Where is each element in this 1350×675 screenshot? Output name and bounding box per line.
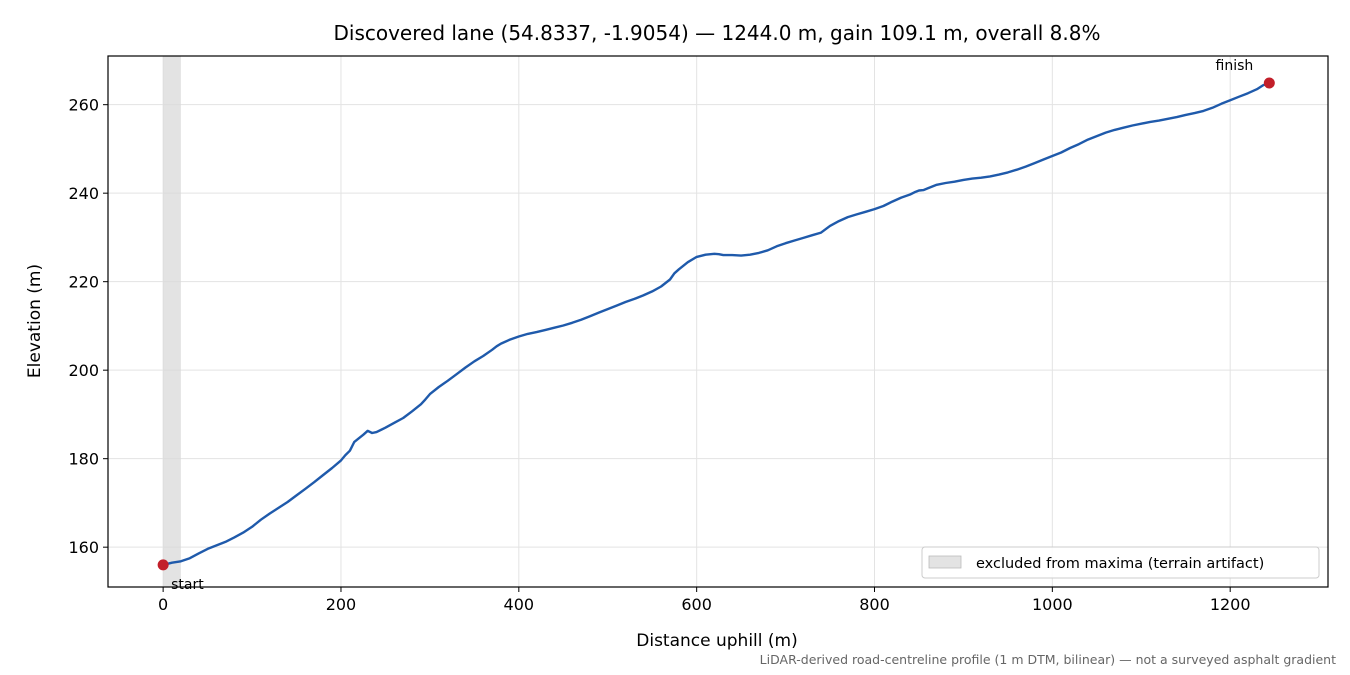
x-tick-label: 1000 [1032,595,1073,614]
marker-layer: start finish [157,58,1275,593]
y-tick-label: 220 [68,273,99,292]
annotation-finish: finish [1216,58,1254,74]
y-tick-label: 240 [68,184,99,203]
excluded-band [163,56,181,587]
plot-frame [107,55,1329,588]
elevation-series-line [161,81,1271,567]
y-tick-label: 160 [68,538,99,557]
x-axis-ticks: 0 200 400 600 800 1000 1200 [158,587,1251,614]
legend: excluded from maxima (terrain artifact) [921,546,1320,579]
x-tick-label: 200 [326,595,357,614]
marker-start [157,559,169,571]
x-axis-label: Distance uphill (m) [636,631,797,651]
grid [108,56,1328,587]
footer-note: LiDAR-derived road-centreline profile (1… [760,652,1336,667]
x-tick-label: 800 [859,595,890,614]
x-tick-label: 600 [681,595,712,614]
annotation-start: start [171,577,204,593]
y-tick-label: 200 [68,361,99,380]
legend-swatch [928,555,962,569]
x-tick-label: 1200 [1210,595,1251,614]
legend-frame [921,546,1320,579]
y-tick-label: 180 [68,450,99,469]
y-axis-ticks: 160 180 200 220 240 260 [68,96,108,557]
excluded-band-layer [163,56,181,587]
chart-title: Discovered lane (54.8337, -1.9054) — 124… [333,21,1100,45]
x-tick-label: 0 [158,595,168,614]
marker-finish [1263,77,1275,89]
y-tick-label: 260 [68,96,99,115]
y-axis-label: Elevation (m) [25,264,45,378]
legend-label: excluded from maxima (terrain artifact) [976,556,1264,572]
series-layer [161,81,1271,567]
x-tick-label: 400 [504,595,535,614]
